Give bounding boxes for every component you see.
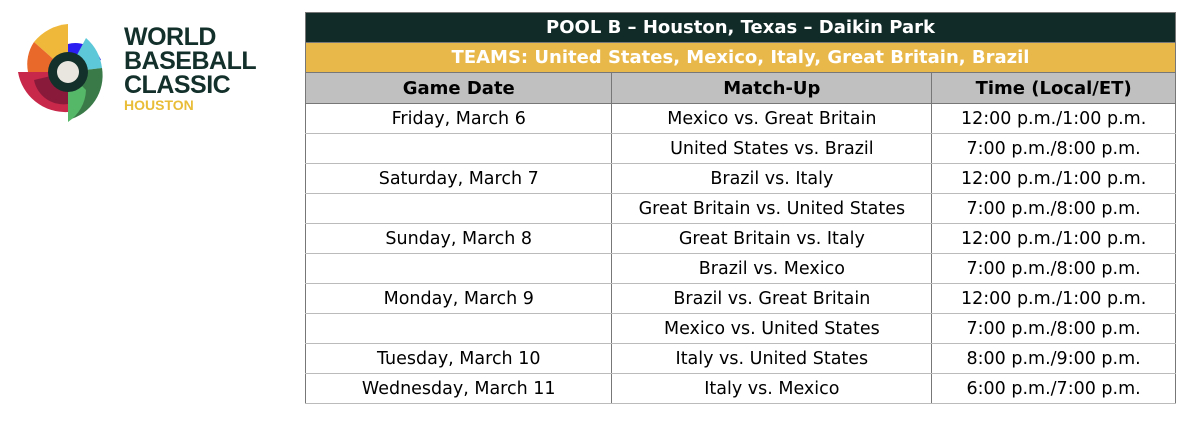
game-date-cell xyxy=(304,133,613,164)
table-row: Friday, March 6 Mexico vs. Great Britain 1… xyxy=(304,103,1176,134)
pinwheel-logo-icon xyxy=(18,24,103,122)
match-up-cell: Mexico vs. United States xyxy=(611,313,933,344)
table-row: Monday, March 9 Brazil vs. Great Britain 1… xyxy=(304,283,1176,314)
time-cell: 12:00 p.m./1:00 p.m. xyxy=(931,103,1176,134)
game-date-cell xyxy=(304,253,613,284)
column-header-time: Time (Local/ET) xyxy=(931,72,1176,104)
time-cell: 7:00 p.m./8:00 p.m. xyxy=(931,133,1176,164)
match-up-cell: Brazil vs. Italy xyxy=(611,163,933,194)
match-up-cell: Italy vs. Mexico xyxy=(611,373,933,404)
time-cell: 7:00 p.m./8:00 p.m. xyxy=(931,313,1176,344)
world-baseball-classic-logo: WORLD BASEBALL CLASSIC HOUSTON xyxy=(16,20,286,130)
match-up-cell: Great Britain vs. United States xyxy=(611,193,933,224)
game-date-cell: Saturday, March 7 xyxy=(304,163,613,194)
table-row: Brazil vs. Mexico 7:00 p.m./8:00 p.m. xyxy=(304,253,1176,284)
pool-b-schedule-table: POOL B – Houston, Texas – Daikin Park TE… xyxy=(304,12,1176,404)
logo-word-world: WORLD xyxy=(124,23,216,51)
game-date-cell xyxy=(304,193,613,224)
time-cell: 6:00 p.m./7:00 p.m. xyxy=(931,373,1176,404)
time-cell: 12:00 p.m./1:00 p.m. xyxy=(931,223,1176,254)
game-date-cell xyxy=(304,313,613,344)
teams-list: TEAMS: United States, Mexico, Italy, Gre… xyxy=(305,42,1176,73)
game-date-cell: Sunday, March 8 xyxy=(304,223,613,254)
time-cell: 7:00 p.m./8:00 p.m. xyxy=(931,253,1176,284)
match-up-cell: Mexico vs. Great Britain xyxy=(611,103,933,134)
table-row: United States vs. Brazil 7:00 p.m./8:00 p… xyxy=(304,133,1176,164)
match-up-cell: Italy vs. United States xyxy=(611,343,933,374)
match-up-cell: Brazil vs. Mexico xyxy=(611,253,933,284)
pool-title: POOL B – Houston, Texas – Daikin Park xyxy=(305,12,1176,43)
logo-city: HOUSTON xyxy=(124,97,194,113)
match-up-cell: United States vs. Brazil xyxy=(611,133,933,164)
game-date-cell: Wednesday, March 11 xyxy=(304,373,613,404)
column-header-match-up: Match-Up xyxy=(611,72,933,104)
game-date-cell: Monday, March 9 xyxy=(304,283,613,314)
logo-word-baseball: BASEBALL xyxy=(124,47,257,75)
table-row: Mexico vs. United States 7:00 p.m./8:00 p… xyxy=(304,313,1176,344)
time-cell: 8:00 p.m./9:00 p.m. xyxy=(931,343,1176,374)
time-cell: 12:00 p.m./1:00 p.m. xyxy=(931,163,1176,194)
column-header-game-date: Game Date xyxy=(304,72,613,104)
table-row: Sunday, March 8 Great Britain vs. Italy 12… xyxy=(304,223,1176,254)
game-date-cell: Tuesday, March 10 xyxy=(304,343,613,374)
table-row: Wednesday, March 11 Italy vs. Mexico 6:00 … xyxy=(304,373,1176,404)
table-row: Saturday, March 7 Brazil vs. Italy 12:00 p… xyxy=(304,163,1176,194)
game-date-cell: Friday, March 6 xyxy=(304,103,613,134)
table-row: Tuesday, March 10 Italy vs. United States… xyxy=(304,343,1176,374)
time-cell: 12:00 p.m./1:00 p.m. xyxy=(931,283,1176,314)
logo-word-classic: CLASSIC xyxy=(124,71,231,99)
table-row: Great Britain vs. United States 7:00 p.m.… xyxy=(304,193,1176,224)
match-up-cell: Brazil vs. Great Britain xyxy=(611,283,933,314)
match-up-cell: Great Britain vs. Italy xyxy=(611,223,933,254)
time-cell: 7:00 p.m./8:00 p.m. xyxy=(931,193,1176,224)
